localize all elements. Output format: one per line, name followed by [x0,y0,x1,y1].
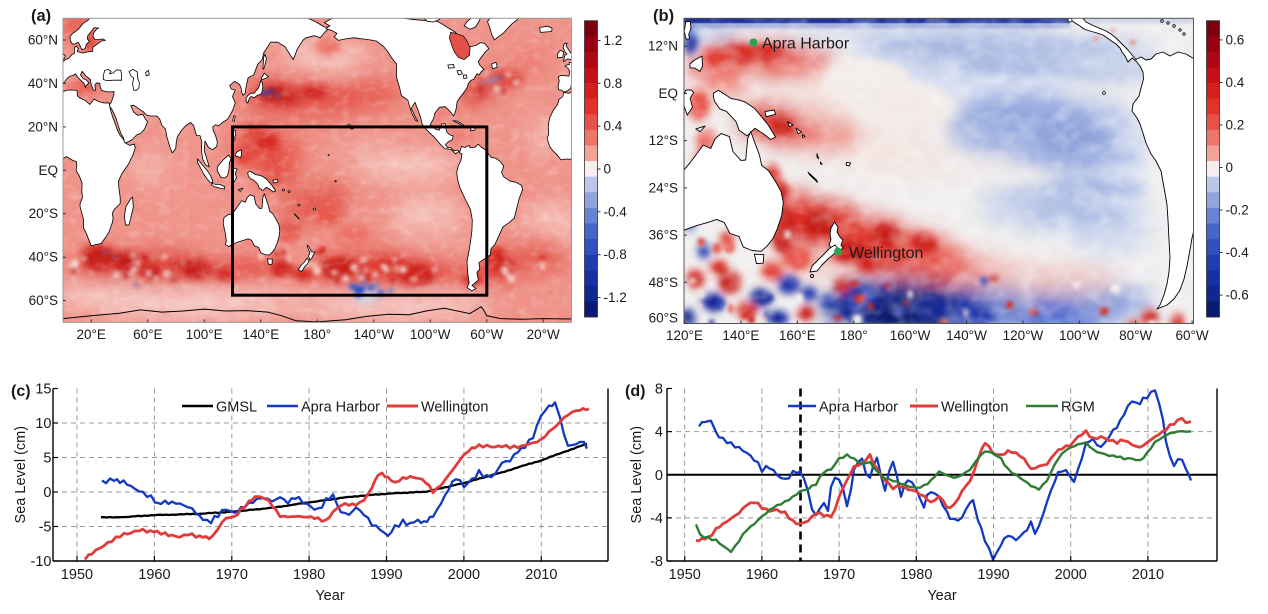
svg-text:160°E: 160°E [779,328,816,343]
svg-text:1950: 1950 [669,567,701,583]
svg-text:RGM: RGM [1061,400,1095,416]
svg-text:Wellington: Wellington [421,400,488,416]
svg-text:2010: 2010 [1132,567,1164,583]
svg-text:160°W: 160°W [890,328,931,343]
svg-text:4: 4 [655,425,663,441]
svg-text:1990: 1990 [370,567,402,583]
svg-text:-4: -4 [650,511,663,527]
svg-text:-1.2: -1.2 [604,290,627,305]
svg-text:100°W: 100°W [410,327,451,342]
svg-text:Apra Harbor: Apra Harbor [819,400,898,416]
svg-text:140°W: 140°W [946,328,987,343]
svg-text:20°S: 20°S [29,206,58,221]
svg-text:2000: 2000 [448,567,480,583]
svg-text:-0.2: -0.2 [1226,203,1249,218]
svg-text:36°S: 36°S [649,228,678,243]
svg-text:60°N: 60°N [28,33,58,48]
svg-text:40°N: 40°N [28,76,58,91]
svg-text:Wellington: Wellington [849,245,923,262]
svg-text:12°S: 12°S [649,133,678,148]
svg-text:24°S: 24°S [649,180,678,195]
svg-text:(a): (a) [31,7,51,25]
svg-text:1970: 1970 [823,567,855,583]
svg-text:15: 15 [35,382,51,398]
svg-text:1990: 1990 [977,567,1009,583]
svg-text:120°W: 120°W [1003,328,1044,343]
svg-text:-0.4: -0.4 [1226,245,1250,260]
svg-text:0.4: 0.4 [1226,75,1245,90]
svg-text:2000: 2000 [1055,567,1087,583]
svg-text:0.2: 0.2 [1226,118,1245,133]
svg-text:12°N: 12°N [648,39,678,54]
svg-text:1980: 1980 [293,567,325,583]
svg-text:60°S: 60°S [29,293,58,308]
svg-text:-8: -8 [650,554,663,570]
svg-text:Apra Harbor: Apra Harbor [762,36,850,53]
svg-text:5: 5 [43,451,51,467]
svg-text:20°N: 20°N [28,119,58,134]
svg-text:10: 10 [35,416,51,432]
svg-text:Wellington: Wellington [941,400,1008,416]
svg-text:0: 0 [1226,160,1234,175]
svg-text:20°E: 20°E [76,327,105,342]
svg-text:48°S: 48°S [649,275,678,290]
svg-text:1960: 1960 [138,567,170,583]
svg-text:60°S: 60°S [649,311,678,326]
svg-text:140°E: 140°E [722,328,759,343]
svg-text:EQ: EQ [658,86,678,101]
svg-text:20°W: 20°W [527,327,560,342]
svg-text:-10: -10 [31,554,52,570]
svg-text:-0.6: -0.6 [1226,288,1249,303]
svg-text:(c): (c) [11,383,31,400]
svg-text:100°E: 100°E [186,327,223,342]
svg-text:0: 0 [43,485,51,501]
svg-text:Year: Year [315,588,344,604]
svg-text:80°W: 80°W [1119,328,1152,343]
svg-text:-5: -5 [39,520,52,536]
svg-text:180°: 180° [303,327,331,342]
svg-text:2010: 2010 [525,567,557,583]
svg-text:1980: 1980 [900,567,932,583]
svg-text:60°W: 60°W [1176,328,1209,343]
svg-text:Sea Level (cm): Sea Level (cm) [13,426,29,524]
svg-text:Sea Level (cm): Sea Level (cm) [629,426,645,524]
svg-text:-0.4: -0.4 [604,204,628,219]
svg-text:100°W: 100°W [1059,328,1100,343]
svg-text:(d): (d) [625,383,645,400]
svg-text:(b): (b) [653,7,674,25]
svg-text:0.4: 0.4 [604,119,623,134]
svg-text:120°E: 120°E [666,328,703,343]
svg-text:140°W: 140°W [353,327,394,342]
svg-text:180°: 180° [840,328,868,343]
svg-text:Apra Harbor: Apra Harbor [301,400,380,416]
svg-text:1970: 1970 [216,567,248,583]
svg-text:60°E: 60°E [133,327,162,342]
svg-text:0: 0 [604,162,612,177]
svg-text:1950: 1950 [61,567,93,583]
svg-text:Year: Year [927,588,956,604]
svg-text:0.8: 0.8 [604,76,623,91]
svg-text:8: 8 [655,382,663,398]
svg-text:140°E: 140°E [242,327,279,342]
svg-text:1960: 1960 [746,567,778,583]
svg-text:-0.8: -0.8 [604,247,627,262]
svg-text:0: 0 [655,468,663,484]
svg-text:0.6: 0.6 [1226,32,1245,47]
svg-text:60°W: 60°W [470,327,503,342]
svg-text:GMSL: GMSL [216,400,257,416]
svg-text:1.2: 1.2 [604,33,623,48]
svg-text:40°S: 40°S [29,250,58,265]
svg-text:EQ: EQ [38,163,58,178]
